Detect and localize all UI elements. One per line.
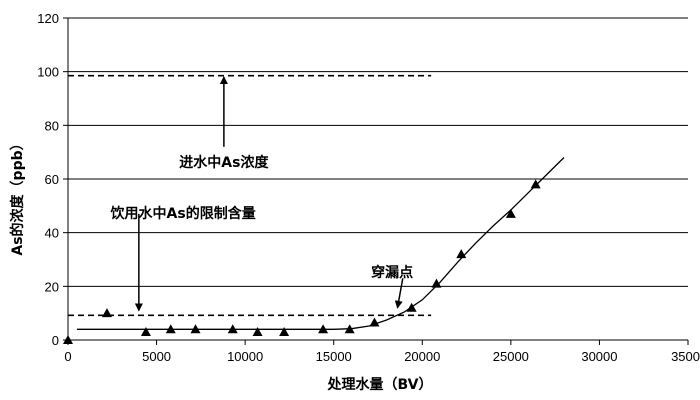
data-point-13 [456,249,467,259]
y-tick-label-2: 40 [45,226,59,241]
data-point-10 [369,317,380,327]
x-tick-label-6: 30000 [581,349,617,364]
x-tick-label-2: 10000 [227,349,263,364]
data-point-14 [505,208,516,218]
data-point-6 [252,326,263,336]
data-point-15 [530,179,541,189]
x-tick-label-1: 5000 [142,349,171,364]
annotation-label-0: 进水中As浓度 [179,154,269,171]
axes [63,17,689,345]
data-point-9 [344,324,355,334]
x-tick-label-3: 15000 [316,349,352,364]
data-point-4 [190,324,201,334]
data-point-1 [101,308,112,318]
x-tick-label-7: 3500 [671,349,700,364]
data-point-3 [165,324,176,334]
y-tick-label-0: 0 [52,333,59,348]
data-point-7 [279,326,290,336]
trend-curve-layer [76,157,565,330]
reference-lines [68,74,432,317]
x-axis-title: 处理水量（BV） [327,376,433,393]
y-tick-label-6: 120 [37,11,59,26]
x-tick-label-4: 20000 [404,349,440,364]
annotation-label-2: 穿漏点 [371,264,413,281]
x-tick-label-0: 0 [64,349,71,364]
data-point-0 [63,335,73,344]
x-tick-label-5: 25000 [493,349,529,364]
data-point-8 [318,324,329,334]
tick-labels: 0 20 40 60 80 100 120 0 5000 10000 15000 20000 25000… [37,11,700,364]
y-tick-label-4: 80 [45,118,59,133]
annotation-arrow-2 [394,278,404,309]
data-points [63,179,541,344]
data-point-11 [406,302,417,312]
y-axis-title: As的浓度（ppb） [9,136,26,255]
data-point-2 [140,326,151,336]
gridlines [68,17,688,287]
data-point-5 [227,324,238,334]
y-tick-label-1: 20 [45,279,59,294]
y-tick-label-3: 60 [45,172,59,187]
trend-curve [76,157,565,330]
data-point-12 [431,278,442,288]
y-tick-label-5: 100 [37,65,59,80]
annotation-label-1: 饮用水中As的限制含量 [110,205,256,222]
